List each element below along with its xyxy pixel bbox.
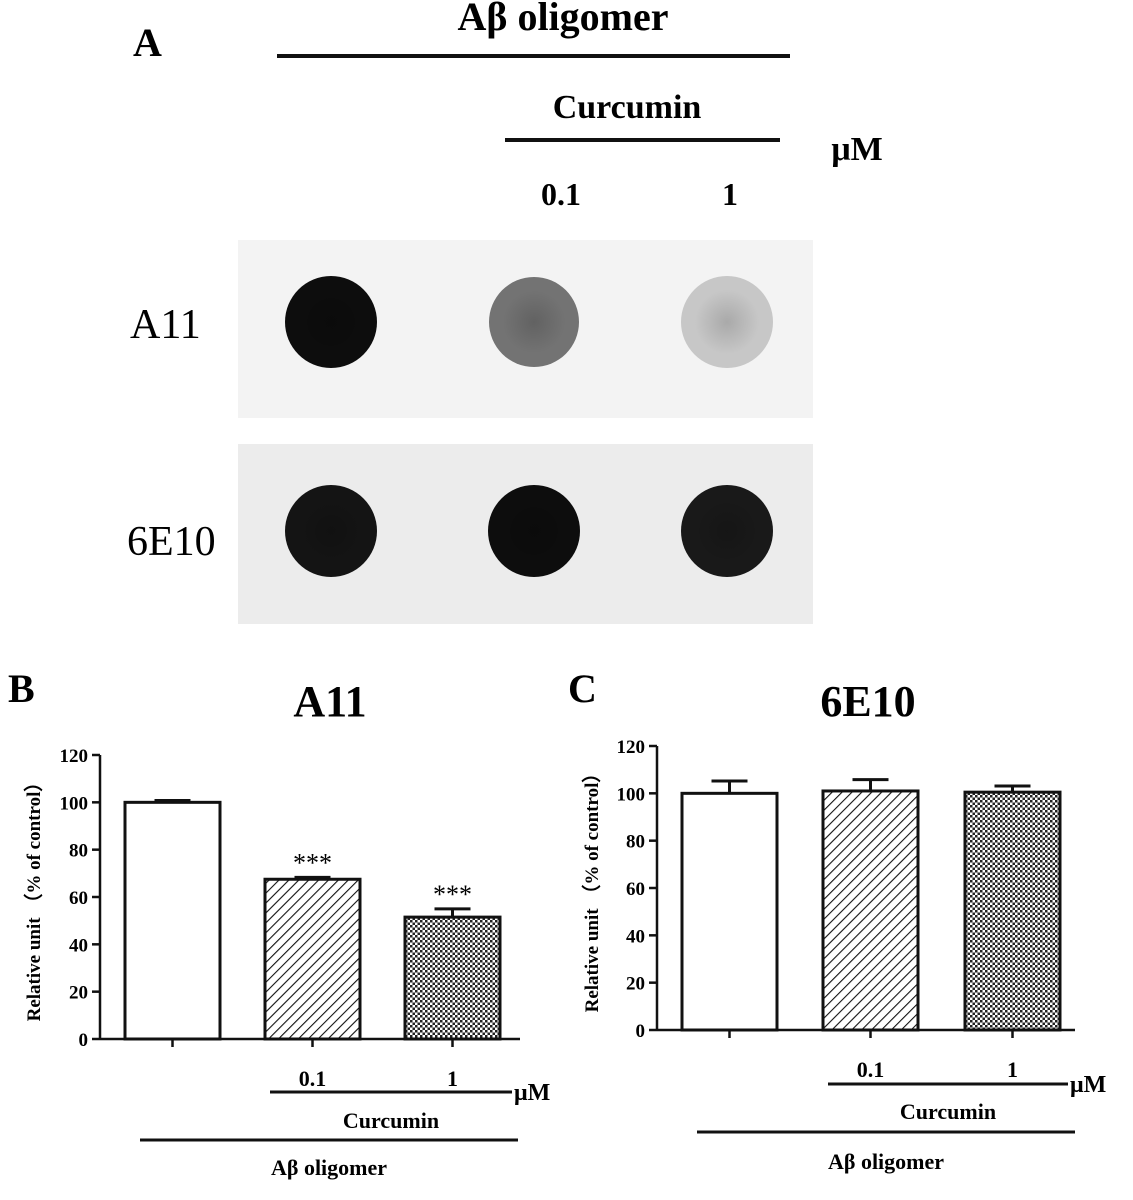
- y-tick-label: 60: [69, 888, 88, 909]
- y-tick-label: 120: [60, 746, 89, 767]
- y-axis-label: Relative unit （% of control）: [580, 764, 603, 1013]
- blot-spot-shade-1-1: [285, 276, 377, 368]
- significance-label-2: ***: [293, 848, 332, 877]
- blot-spot-shade-2-2: [488, 485, 580, 577]
- significance-label-3: ***: [433, 880, 472, 909]
- panel-a-conc-2: 1: [722, 176, 738, 212]
- y-tick-label: 20: [626, 974, 645, 995]
- blot-spots: [285, 276, 773, 577]
- y-tick-label: 40: [69, 935, 88, 956]
- chart-title: A11: [293, 677, 366, 726]
- blot-spot-shade-2-1: [285, 485, 377, 577]
- category-label-2: 0.1: [857, 1057, 885, 1082]
- unit-label: μM: [1070, 1072, 1106, 1098]
- category-label-3: 1: [1007, 1057, 1018, 1082]
- curcumin-label: Curcumin: [900, 1099, 996, 1124]
- y-tick-label: 40: [626, 926, 645, 947]
- bar-1: [680, 791, 779, 1032]
- y-axis-label: Relative unit （% of control）: [22, 773, 45, 1022]
- chart-title: 6E10: [820, 677, 915, 726]
- y-tick-label: 60: [626, 879, 645, 900]
- bar-1: [123, 800, 222, 1041]
- bar-3: [963, 790, 1062, 1032]
- y-tick-label: 0: [79, 1030, 89, 1051]
- y-tick-label: 0: [636, 1021, 646, 1042]
- panel-a-letter: A: [133, 20, 162, 65]
- panel-c-chart: 6E10 0 20 40 60 80 100 120 Relative unit （% of c…: [580, 677, 1106, 1174]
- group-label: Aβ oligomer: [271, 1155, 387, 1180]
- panel-a-conc-1: 0.1: [541, 176, 581, 212]
- panel-a-unit: μM: [831, 131, 882, 168]
- blot-row-label-a11: A11: [130, 302, 201, 348]
- curcumin-label: Curcumin: [343, 1108, 439, 1133]
- blot-spot-shade-2-3: [681, 485, 773, 577]
- panel-c-letter: C: [568, 666, 597, 711]
- blot-spot-shade-1-2: [489, 277, 579, 367]
- blot-spot-shade-1-3: [681, 276, 773, 368]
- blot-row-label-6e10: 6E10: [127, 519, 216, 565]
- bar-2: [263, 877, 362, 1041]
- y-tick-label: 20: [69, 983, 88, 1004]
- panel-a-header: Aβ oligomer: [457, 0, 668, 39]
- category-label-3: 1: [447, 1066, 458, 1091]
- y-tick-label: 120: [617, 737, 646, 758]
- bar-2: [821, 789, 920, 1032]
- y-tick-label: 80: [626, 832, 645, 853]
- panel-a: A Aβ oligomer Curcumin μM 0.1 1 A11 6E10: [127, 0, 883, 624]
- bar-3: [403, 915, 502, 1041]
- group-label: Aβ oligomer: [828, 1149, 944, 1174]
- y-tick-label: 80: [69, 841, 88, 862]
- panel-b-chart: A11 0 20 40 60 80 100 120 Relative unit （% of co…: [22, 677, 550, 1180]
- panel-a-curcumin-label: Curcumin: [553, 89, 702, 126]
- panel-b-letter: B: [8, 666, 35, 711]
- y-tick-label: 100: [60, 793, 89, 814]
- y-tick-label: 100: [617, 784, 646, 805]
- category-label-2: 0.1: [299, 1066, 327, 1091]
- unit-label: μM: [514, 1080, 550, 1106]
